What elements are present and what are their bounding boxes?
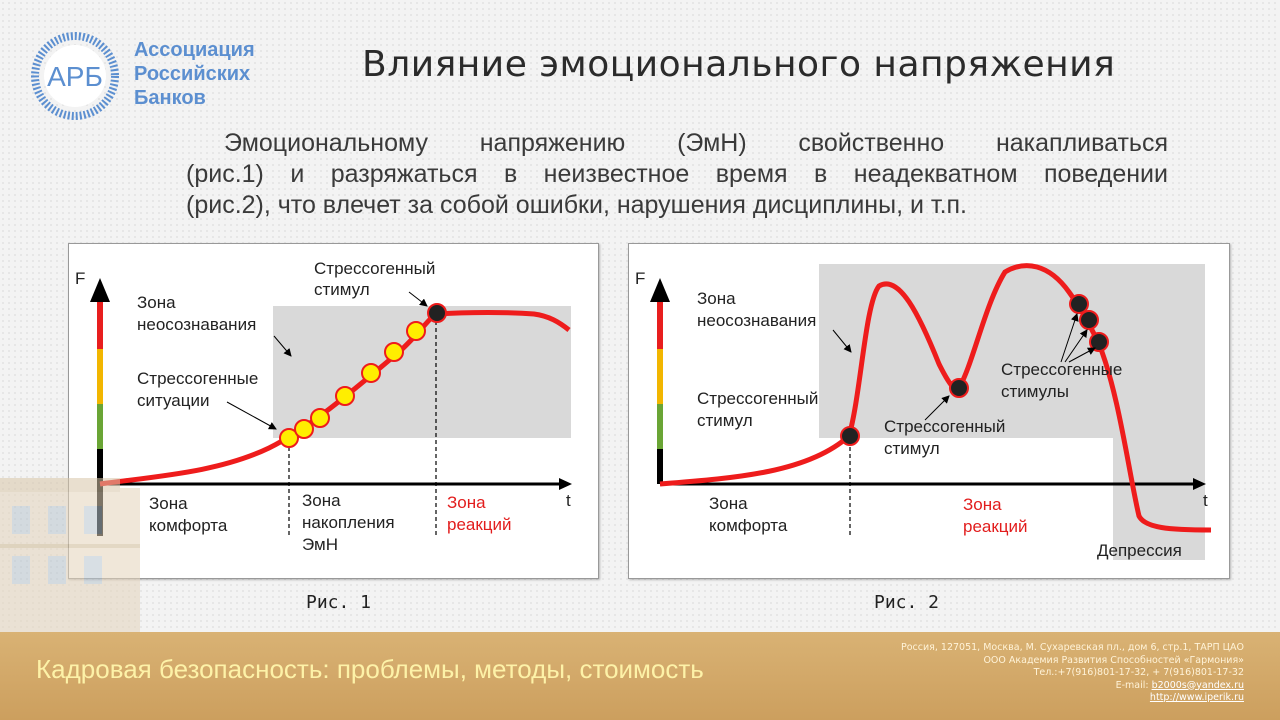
- footer-phone: Тел.:+7(916)801-17-32, + 7(916)801-17-32: [1033, 667, 1244, 678]
- footer-email-row: E-mail: b2000s@yandex.ru: [901, 680, 1244, 693]
- building-illustration: [0, 478, 140, 638]
- pointer-arrow-icon: [226, 401, 277, 430]
- pointer-arrow-icon: [273, 335, 292, 357]
- zone-unaware-label: неосознавания: [697, 311, 816, 330]
- unaware-zone: [819, 264, 1205, 438]
- stress-situations-label: Стрессогенные: [137, 369, 258, 388]
- stress-stimuli-label: Стрессогенные: [1001, 360, 1122, 379]
- stress-stimulus-label: стимул: [697, 411, 753, 430]
- logo-abbr: АРБ: [47, 61, 103, 92]
- y-axis-label: F: [635, 269, 645, 288]
- logo: АРБ Ассоциация Российских Банков: [28, 30, 278, 120]
- x-axis-label: t: [566, 491, 571, 510]
- footer-org: ООО Академия Развития Способностей «Гарм…: [983, 654, 1244, 666]
- page-title: Влияние эмоционального напряжения: [362, 44, 1116, 85]
- stress-stimulus-label: стимул: [884, 439, 940, 458]
- zone-unaware-label: Зона: [137, 293, 176, 312]
- y-axis-arrow-icon: [90, 278, 110, 302]
- intro-line: (рис.2), что влечет за собой ошибки, нар…: [186, 191, 967, 219]
- footer-title: Кадровая безопасность: проблемы, методы,…: [36, 654, 704, 684]
- zone-accumulation-label: Зона: [302, 491, 341, 510]
- zone-accumulation-label: накопления: [302, 513, 395, 532]
- stress-situation-dot: [384, 342, 404, 362]
- stress-stimulus-dot: [840, 426, 860, 446]
- logo-line: Банков: [134, 87, 206, 109]
- y-axis-arrow-icon: [650, 278, 670, 302]
- stress-situation-dot: [335, 386, 355, 406]
- logo-emblem-icon: АРБ: [31, 32, 119, 120]
- stress-stimulus-label: Стрессогенный: [884, 417, 1005, 436]
- tension-curve: [659, 263, 1212, 533]
- zone-reaction-label: Зона: [447, 493, 486, 512]
- stress-situation-dot: [406, 321, 426, 341]
- footer-contacts: Россия, 127051, Москва, М. Сухаревская п…: [901, 642, 1244, 705]
- zone-comfort-label: Зона: [149, 494, 188, 513]
- figure-1: F t Зона неосознавания Стрессогенные сит…: [68, 243, 599, 579]
- pointer-arrow-icon: [1064, 329, 1088, 363]
- figure-2-caption: Рис. 2: [874, 592, 940, 613]
- depression-label: Депрессия: [1097, 541, 1182, 560]
- zone-comfort-label: комфорта: [709, 516, 788, 535]
- stress-situation-dot: [310, 408, 330, 428]
- stress-stimulus-dot: [1089, 332, 1109, 352]
- stress-situation-dot: [279, 428, 299, 448]
- stress-situation-dot: [361, 363, 381, 383]
- intro-line: Эмоциональному напряжению (ЭмН) свойстве…: [224, 129, 1168, 157]
- footer: Кадровая безопасность: проблемы, методы,…: [0, 632, 1280, 720]
- stress-stimulus-label: Стрессогенный: [697, 389, 818, 408]
- logo-name: Ассоциация Российских Банков: [134, 38, 255, 110]
- zone-reaction-label: реакций: [963, 517, 1028, 536]
- zone-unaware-label: Зона: [697, 289, 736, 308]
- zone-comfort-label: комфорта: [149, 516, 228, 535]
- pointer-arrow-icon: [924, 395, 950, 421]
- footer-site-link[interactable]: http://www.iperik.ru: [1149, 692, 1244, 703]
- pointer-arrow-icon: [832, 329, 852, 353]
- stress-stimulus-dot: [1079, 310, 1099, 330]
- logo-line: Ассоциация: [134, 39, 255, 61]
- stress-stimulus-dot: [427, 303, 447, 323]
- x-axis-label: t: [1203, 491, 1208, 510]
- stress-stimulus-label: стимул: [314, 280, 370, 299]
- stress-stimulus-dot: [949, 378, 969, 398]
- x-axis-arrow-icon: [559, 478, 572, 490]
- x-axis-arrow-icon: [1193, 478, 1206, 490]
- pointer-arrow-icon: [1060, 313, 1079, 363]
- stress-stimulus-dot: [1069, 294, 1089, 314]
- footer-email-link[interactable]: b2000s@yandex.ru: [1151, 679, 1244, 691]
- intro-paragraph: Эмоциональному напряжению (ЭмН) свойстве…: [186, 128, 1168, 221]
- zone-accumulation-label: ЭмН: [302, 535, 338, 554]
- figure-2: F t Зона неосознавания Стрессогенный сти…: [628, 243, 1230, 579]
- pointer-arrow-icon: [408, 291, 428, 307]
- zone-unaware-label: неосознавания: [137, 315, 256, 334]
- logo-line: Российских: [134, 63, 251, 85]
- footer-address: Россия, 127051, Москва, М. Сухаревская п…: [900, 642, 1244, 653]
- stress-stimuli-label: стимулы: [1001, 382, 1069, 401]
- zone-reaction-label: Зона: [963, 495, 1002, 514]
- zone-comfort-label: Зона: [709, 494, 748, 513]
- figure-1-caption: Рис. 1: [306, 592, 372, 613]
- intro-line: (рис.1) и разряжаться в неизвестное врем…: [186, 160, 1168, 188]
- stress-situation-dot: [294, 419, 314, 439]
- footer-email-label: E-mail:: [1115, 679, 1149, 691]
- pointer-arrow-icon: [1068, 347, 1096, 363]
- zone-reaction-label: реакций: [447, 515, 512, 534]
- stress-stimulus-label: Стрессогенный: [314, 259, 435, 278]
- stress-situations-label: ситуации: [137, 391, 209, 410]
- y-axis-label: F: [75, 269, 85, 288]
